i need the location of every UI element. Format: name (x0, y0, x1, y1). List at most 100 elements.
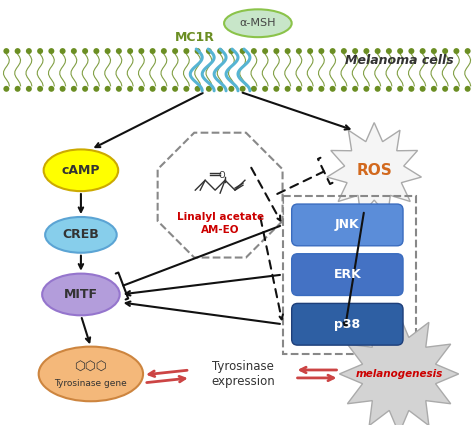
Text: Linalyl acetate: Linalyl acetate (176, 212, 264, 222)
Ellipse shape (262, 86, 268, 92)
Ellipse shape (240, 48, 246, 54)
Ellipse shape (352, 48, 358, 54)
Ellipse shape (60, 48, 65, 54)
Ellipse shape (93, 86, 100, 92)
Ellipse shape (442, 86, 448, 92)
Ellipse shape (195, 86, 201, 92)
Ellipse shape (273, 48, 279, 54)
Ellipse shape (240, 86, 246, 92)
Ellipse shape (15, 86, 20, 92)
Ellipse shape (172, 48, 178, 54)
Ellipse shape (296, 86, 302, 92)
Ellipse shape (285, 48, 291, 54)
Text: MITF: MITF (64, 288, 98, 301)
Ellipse shape (465, 48, 471, 54)
Text: Tyrosinase gene: Tyrosinase gene (55, 380, 127, 389)
Ellipse shape (15, 48, 20, 54)
Ellipse shape (386, 86, 392, 92)
Text: expression: expression (211, 375, 275, 389)
Ellipse shape (442, 48, 448, 54)
Ellipse shape (26, 48, 32, 54)
Ellipse shape (45, 217, 117, 253)
Ellipse shape (228, 86, 234, 92)
Ellipse shape (273, 86, 279, 92)
Ellipse shape (307, 86, 313, 92)
Ellipse shape (138, 86, 145, 92)
Ellipse shape (116, 86, 122, 92)
Polygon shape (158, 133, 283, 258)
Ellipse shape (127, 48, 133, 54)
Ellipse shape (82, 86, 88, 92)
Ellipse shape (224, 9, 292, 37)
Ellipse shape (39, 347, 143, 401)
Ellipse shape (419, 86, 426, 92)
Ellipse shape (454, 86, 459, 92)
Ellipse shape (138, 48, 145, 54)
Ellipse shape (409, 86, 414, 92)
Ellipse shape (183, 86, 189, 92)
Text: AM-EO: AM-EO (201, 225, 239, 235)
Ellipse shape (341, 86, 347, 92)
Ellipse shape (82, 48, 88, 54)
Ellipse shape (42, 273, 120, 315)
Ellipse shape (48, 48, 55, 54)
Polygon shape (327, 123, 421, 216)
Ellipse shape (150, 48, 155, 54)
Text: p38: p38 (334, 318, 360, 331)
Ellipse shape (217, 86, 223, 92)
Ellipse shape (431, 86, 437, 92)
Ellipse shape (3, 86, 9, 92)
Ellipse shape (307, 48, 313, 54)
Ellipse shape (60, 86, 65, 92)
Text: α-MSH: α-MSH (240, 18, 276, 28)
Ellipse shape (251, 86, 257, 92)
Ellipse shape (150, 86, 155, 92)
Ellipse shape (364, 48, 369, 54)
Ellipse shape (127, 86, 133, 92)
Text: ROS: ROS (356, 163, 392, 178)
Ellipse shape (206, 48, 212, 54)
Text: O: O (219, 171, 226, 180)
Ellipse shape (48, 86, 55, 92)
Ellipse shape (228, 48, 234, 54)
Text: Tyrosinase: Tyrosinase (212, 360, 274, 374)
Text: Melanoma cells: Melanoma cells (345, 55, 454, 67)
Ellipse shape (217, 48, 223, 54)
Ellipse shape (44, 150, 118, 191)
Ellipse shape (397, 48, 403, 54)
Ellipse shape (386, 48, 392, 54)
Ellipse shape (206, 86, 212, 92)
Ellipse shape (409, 48, 414, 54)
Ellipse shape (329, 86, 336, 92)
Ellipse shape (183, 48, 189, 54)
Ellipse shape (397, 86, 403, 92)
Ellipse shape (296, 48, 302, 54)
Ellipse shape (465, 86, 471, 92)
FancyBboxPatch shape (292, 303, 403, 345)
Ellipse shape (37, 86, 43, 92)
Ellipse shape (105, 48, 110, 54)
Ellipse shape (3, 48, 9, 54)
Ellipse shape (116, 48, 122, 54)
Ellipse shape (262, 48, 268, 54)
Polygon shape (339, 314, 459, 426)
Ellipse shape (105, 86, 110, 92)
Ellipse shape (172, 86, 178, 92)
Ellipse shape (93, 48, 100, 54)
Ellipse shape (431, 48, 437, 54)
Text: MC1R: MC1R (175, 31, 215, 43)
Text: JNK: JNK (335, 219, 360, 231)
Ellipse shape (374, 48, 381, 54)
Ellipse shape (319, 48, 324, 54)
Ellipse shape (195, 48, 201, 54)
Ellipse shape (161, 86, 167, 92)
Ellipse shape (341, 48, 347, 54)
Ellipse shape (374, 86, 381, 92)
Ellipse shape (71, 48, 77, 54)
Ellipse shape (251, 48, 257, 54)
Ellipse shape (285, 86, 291, 92)
Text: ERK: ERK (334, 268, 361, 281)
Ellipse shape (419, 48, 426, 54)
Ellipse shape (37, 48, 43, 54)
Ellipse shape (71, 86, 77, 92)
